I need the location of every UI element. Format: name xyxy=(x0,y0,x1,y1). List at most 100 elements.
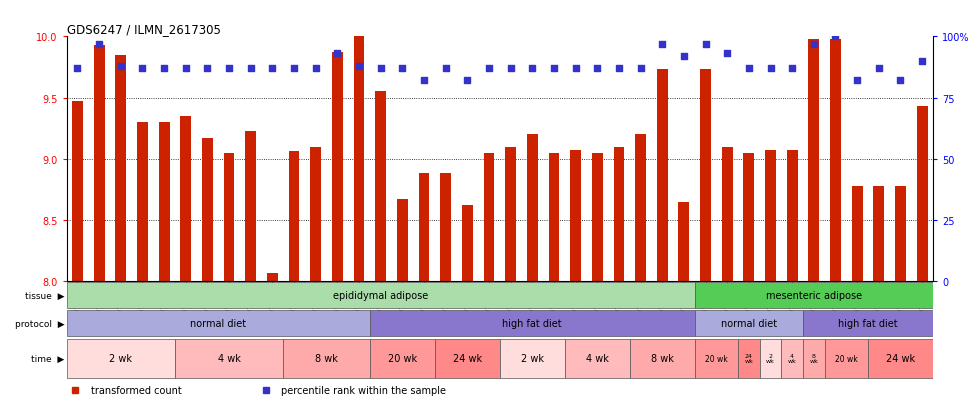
Bar xyxy=(175,339,283,378)
Text: mesenteric adipose: mesenteric adipose xyxy=(765,291,861,301)
Bar xyxy=(803,339,825,378)
Bar xyxy=(483,153,494,282)
Text: epididymal adipose: epididymal adipose xyxy=(333,291,428,301)
Point xyxy=(871,66,887,72)
Bar xyxy=(630,339,695,378)
Text: tissue  ▶: tissue ▶ xyxy=(24,291,65,300)
Text: 20 wk: 20 wk xyxy=(835,354,858,363)
Bar xyxy=(506,147,516,282)
Bar xyxy=(180,116,191,282)
Bar xyxy=(635,135,646,282)
Bar xyxy=(549,153,560,282)
Point xyxy=(460,78,475,85)
Point xyxy=(828,34,844,40)
Text: 8 wk: 8 wk xyxy=(316,354,338,363)
Bar xyxy=(67,311,369,336)
Point xyxy=(221,66,237,72)
Point xyxy=(70,66,85,72)
Point xyxy=(329,51,345,57)
Bar xyxy=(67,339,174,378)
Point xyxy=(286,66,302,72)
Bar xyxy=(895,186,906,282)
Bar xyxy=(765,151,776,282)
Point xyxy=(372,66,388,72)
Bar xyxy=(592,153,603,282)
Point xyxy=(850,78,865,85)
Text: normal diet: normal diet xyxy=(721,318,777,328)
Point xyxy=(741,66,757,72)
Text: 2 wk: 2 wk xyxy=(520,354,544,363)
Text: high fat diet: high fat diet xyxy=(838,318,898,328)
Bar xyxy=(435,339,500,378)
Bar xyxy=(803,311,933,336)
Point xyxy=(178,66,194,72)
Point xyxy=(395,66,411,72)
Point xyxy=(612,66,627,72)
Point xyxy=(134,66,150,72)
Point xyxy=(698,41,713,48)
Point xyxy=(438,66,454,72)
Bar xyxy=(613,147,624,282)
Text: percentile rank within the sample: percentile rank within the sample xyxy=(281,385,447,395)
Bar xyxy=(375,92,386,282)
Bar xyxy=(67,283,695,309)
Bar xyxy=(73,102,83,282)
Bar xyxy=(700,70,710,282)
Point xyxy=(113,63,128,70)
Point xyxy=(914,58,930,65)
Point xyxy=(633,66,649,72)
Text: 2
wk: 2 wk xyxy=(766,354,775,363)
Point xyxy=(308,66,323,72)
Text: high fat diet: high fat diet xyxy=(503,318,563,328)
Bar xyxy=(695,311,803,336)
Bar xyxy=(873,186,884,282)
Bar xyxy=(440,174,451,282)
Bar xyxy=(137,123,148,282)
Bar xyxy=(418,174,429,282)
Point xyxy=(546,66,562,72)
Point xyxy=(243,66,259,72)
Bar xyxy=(825,339,868,378)
Bar xyxy=(695,283,933,309)
Point xyxy=(524,66,540,72)
Text: normal diet: normal diet xyxy=(190,318,246,328)
Text: 4
wk: 4 wk xyxy=(788,354,797,363)
Bar xyxy=(202,139,213,282)
Text: 24
wk: 24 wk xyxy=(745,354,754,363)
Bar xyxy=(267,273,277,282)
Bar xyxy=(332,53,343,282)
Text: 20 wk: 20 wk xyxy=(705,354,728,363)
Bar xyxy=(570,151,581,282)
Point xyxy=(503,66,518,72)
Point xyxy=(676,53,692,60)
Text: 20 wk: 20 wk xyxy=(388,354,416,363)
Text: 8
wk: 8 wk xyxy=(809,354,818,363)
Point xyxy=(719,51,735,57)
Bar xyxy=(781,339,803,378)
Bar xyxy=(744,153,755,282)
Text: 8 wk: 8 wk xyxy=(651,354,673,363)
Bar xyxy=(94,46,105,282)
Text: GDS6247 / ILMN_2617305: GDS6247 / ILMN_2617305 xyxy=(67,23,220,36)
Bar xyxy=(289,152,300,282)
Point xyxy=(416,78,432,85)
Bar xyxy=(311,147,321,282)
Bar xyxy=(462,206,472,282)
Point xyxy=(265,66,280,72)
Bar xyxy=(369,339,435,378)
Bar xyxy=(830,40,841,282)
Point xyxy=(481,66,497,72)
Bar xyxy=(527,135,538,282)
Bar xyxy=(223,153,234,282)
Bar xyxy=(369,311,695,336)
Bar xyxy=(397,200,408,282)
Text: 4 wk: 4 wk xyxy=(218,354,240,363)
Bar xyxy=(738,339,760,378)
Text: time  ▶: time ▶ xyxy=(31,354,65,363)
Point xyxy=(655,41,670,48)
Point xyxy=(91,41,107,48)
Bar xyxy=(852,186,862,282)
Bar xyxy=(159,123,170,282)
Text: transformed count: transformed count xyxy=(91,385,181,395)
Point xyxy=(567,66,583,72)
